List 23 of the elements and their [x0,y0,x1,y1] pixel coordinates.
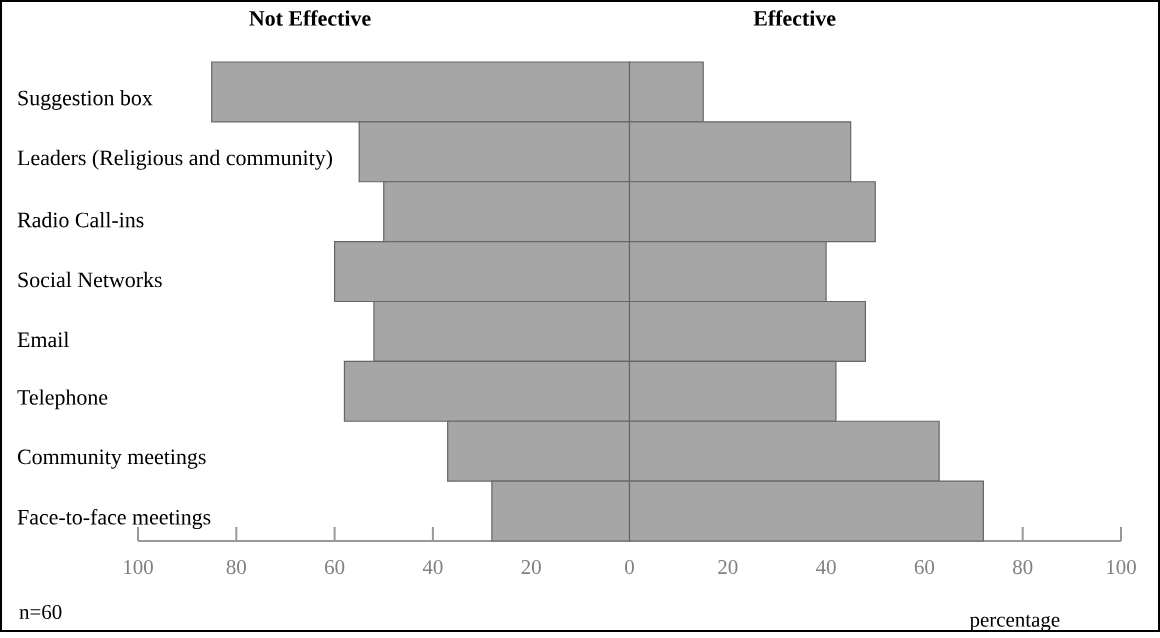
y-tick-label: Leaders (Religious and community) [17,149,333,170]
x-tick-label: 40 [422,560,443,575]
x-tick-label: 60 [914,560,935,575]
y-tick-label: Social Networks [18,271,162,288]
x-tick-label: 20 [521,560,541,575]
text: n=60 [19,605,62,620]
x-tick-label: 60 [325,560,345,575]
x-tick-label: 80 [226,560,246,575]
x-tick-label: 100 [1107,560,1136,575]
x-tick-label: 0 [625,560,634,575]
x-axis-title: percentage [969,614,1060,632]
series-label: Not Effective [249,10,371,26]
y-tick-label: Radio Call-ins [17,212,144,228]
y-tick-label: Email [17,331,69,348]
y-tick-label: Suggestion box [18,90,153,110]
x-tick-label: 40 [816,560,836,575]
text: Effective [753,10,836,26]
x-tick-label: 80 [1013,560,1033,575]
y-tick-label: Telephone [17,389,108,410]
y-tick-label: Face-to-face meetings [17,509,211,530]
y-tick-label: Community meetings [17,449,206,469]
x-tick-label: 100 [124,560,153,575]
x-tick-label: 20 [718,560,738,575]
